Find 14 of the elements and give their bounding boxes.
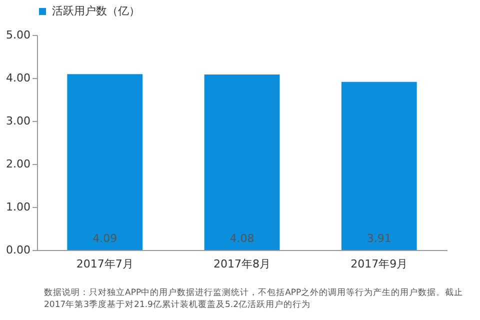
y-tick-label: 4.00 <box>6 72 30 84</box>
data-label: 4.08 <box>230 232 254 245</box>
x-tick-label: 2017年8月 <box>214 258 270 270</box>
data-label: 3.91 <box>366 232 392 245</box>
y-tick-label: 1.00 <box>6 200 30 214</box>
y-tick-label: 0.00 <box>6 244 30 256</box>
y-tick-label: 2.00 <box>6 158 30 170</box>
legend-label: 活跃用户数（亿） <box>52 4 140 18</box>
y-tick-label: 3.00 <box>6 114 30 128</box>
y-tick-label: 5.00 <box>6 28 30 42</box>
x-tick-label: 2017年9月 <box>350 258 408 270</box>
x-tick-label: 2017年7月 <box>76 258 134 270</box>
text: 数据说明：只对独立APP中的用户数据进行监测统计，不包括APP之外的调用等行为产生的用户数据。截止2017年第3季度基于对21.9亿累计装机覆盖及5.2亿活跃用户的行为 <box>44 287 464 311</box>
data-label: 4.09 <box>92 232 118 245</box>
